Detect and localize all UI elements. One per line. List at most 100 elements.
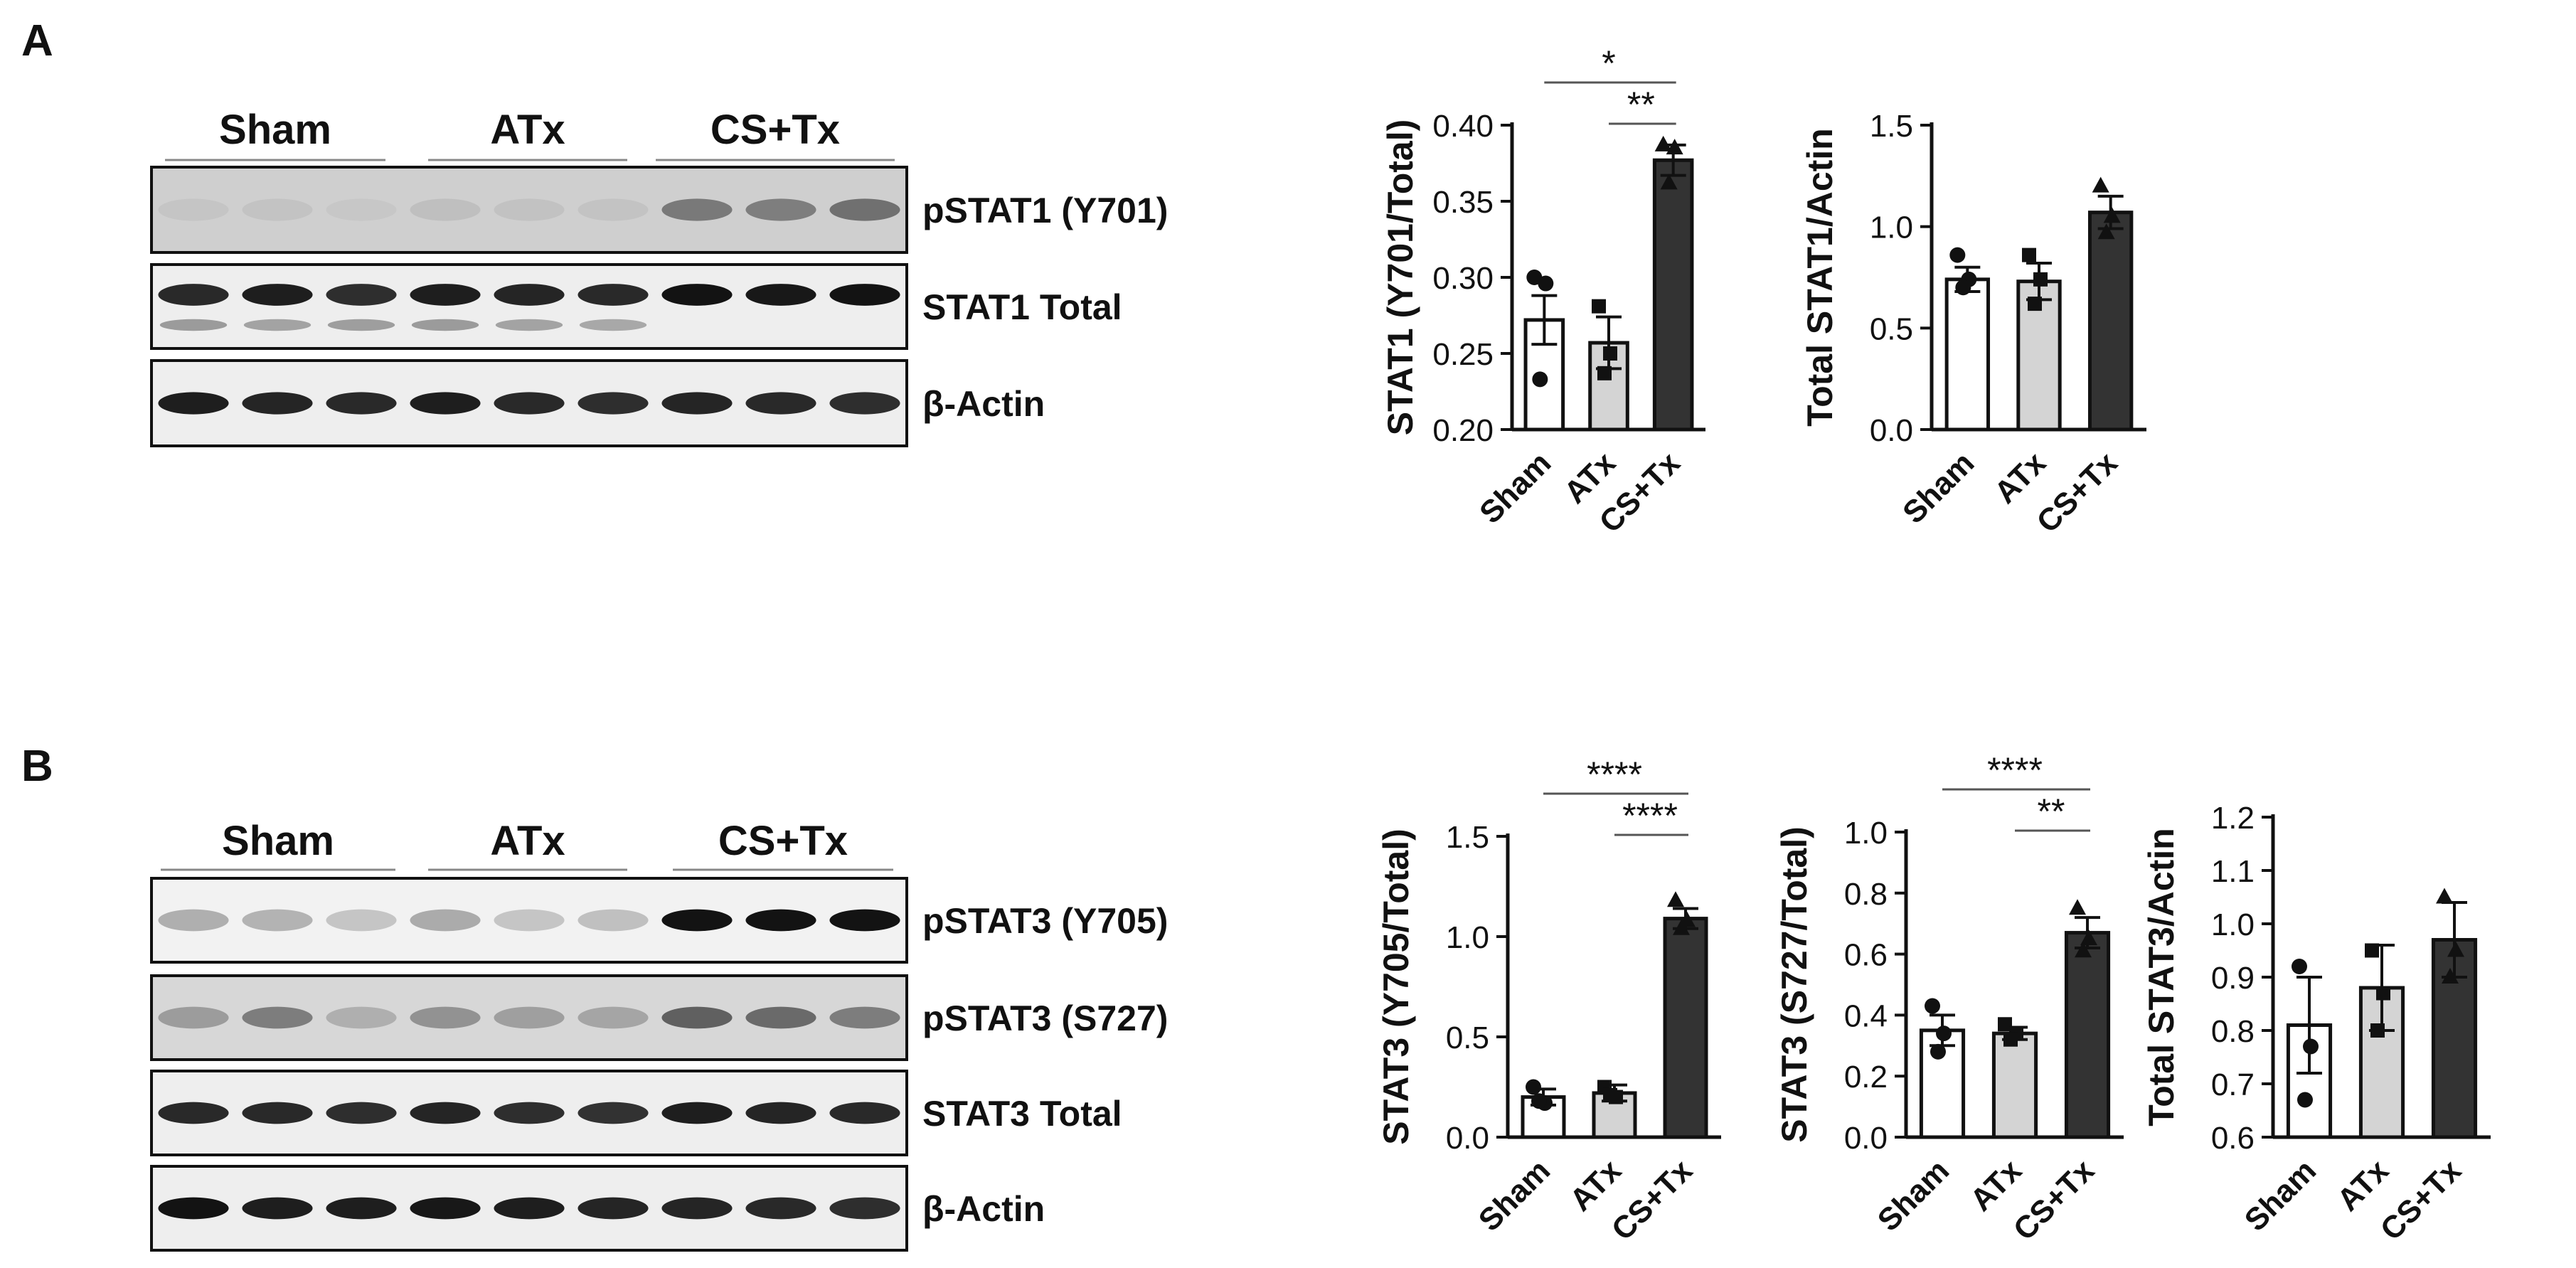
blot-band [661,1006,733,1029]
y-axis-label: STAT3 (S727/Total) [1774,826,1814,1143]
x-tick-label: CS+Tx [1605,1153,1700,1247]
y-tick-label: 0.25 [1432,337,1494,372]
blot-band-lower [579,319,647,331]
x-tick-label: ATx [1964,1153,2028,1218]
x-tick-label: Sham [1896,445,1981,530]
blot-band [661,909,733,932]
blot-band [661,1102,733,1124]
blot-band [410,1197,481,1220]
x-tick-label: ATx [1988,445,2053,510]
blot-group-label: CS+Tx [718,818,848,864]
data-point [2436,888,2453,904]
data-point [1949,247,1966,263]
blot-group-label: Sham [219,107,331,153]
data-point [1930,1043,1946,1060]
bar [1991,1031,2038,1139]
significance-label: ** [1627,85,1655,124]
blot-band-lower [327,319,395,331]
y-tick-label: 0.0 [1446,1121,1489,1156]
data-point [1526,1079,1541,1095]
blot-band [578,909,649,932]
blot-band [745,1102,816,1124]
blot-band [242,1006,313,1029]
data-point [2365,943,2379,958]
blot-band [158,1006,229,1029]
panel-letter-b: B [21,742,53,791]
blot-band [829,1006,900,1029]
blot-band [661,284,733,306]
blot-band [829,909,900,932]
blot-band [242,909,313,932]
data-point [1654,135,1672,151]
y-tick-label: 1.0 [1446,920,1489,955]
blot-band [745,392,816,415]
blot-band [326,1197,397,1220]
blot-band [745,909,816,932]
blot-row: STAT3 Total [150,1070,1122,1156]
y-tick-label: 1.2 [2211,801,2255,836]
blot-band [326,284,397,306]
blot-row-label: STAT3 Total [922,1094,1122,1134]
significance-label: **** [1987,750,2043,790]
blot-band-lower [411,319,479,331]
blot-band [158,198,229,221]
blot-row: β-Actin [150,1165,1045,1252]
bar [1652,158,1694,432]
data-point [1597,366,1612,380]
y-axis-label: STAT3 (Y705/Total) [1376,829,1416,1145]
data-point [1936,1025,1952,1042]
blot-band [326,909,397,932]
blot-band [661,392,733,415]
blot-band [578,1197,649,1220]
blot-row-label: pSTAT3 (Y705) [922,901,1168,941]
y-tick-label: 0.0 [1870,413,1913,448]
y-tick-label: 0.35 [1432,185,1494,220]
y-tick-label: 0.9 [2211,961,2255,996]
blot-band [410,909,481,932]
blot-row-label: STAT1 Total [922,287,1122,327]
blot-band [494,198,565,221]
blot-band [242,1102,313,1124]
data-point [2097,223,2115,240]
x-tick-label: Sham [1871,1153,1956,1237]
blot-band [410,1006,481,1029]
data-point [2092,176,2109,193]
y-tick-label: 1.0 [1870,211,1913,245]
y-tick-label: 0.8 [2211,1014,2255,1049]
x-tick-label: CS+Tx [2007,1153,2102,1247]
data-point [1660,174,1678,190]
significance-label: ** [2038,792,2065,831]
blot-band [410,1102,481,1124]
blot-band [242,392,313,415]
blot-band [158,1197,229,1220]
x-tick-label: CS+Tx [2030,445,2124,540]
data-point [2069,899,2086,915]
blot-band [242,198,313,221]
panel-letter-a: A [21,16,53,65]
y-tick-label: 0.8 [1844,877,1888,912]
blot-band [326,392,397,415]
blot-band [578,1102,649,1124]
blot-band [494,1197,565,1220]
bar [2064,931,2111,1139]
blot-row: pSTAT3 (Y705) [150,877,1168,964]
blot-band [326,1102,397,1124]
significance-label: **** [1622,796,1678,836]
y-axis-label: Total STAT1/Actin [1800,128,1840,426]
data-point [2303,1038,2319,1055]
y-tick-label: 0.4 [1844,998,1888,1033]
y-tick-label: 0.6 [1844,938,1888,973]
y-tick-label: 0.5 [1446,1021,1489,1055]
blot-band [745,1006,816,1029]
data-point [2022,247,2036,262]
data-point [2080,929,2097,946]
y-tick-label: 0.20 [1432,413,1494,448]
x-tick-label: CS+Tx [2374,1153,2469,1247]
blot-band [494,909,565,932]
blot-group-label: ATx [490,818,565,864]
data-point [1592,299,1606,314]
data-point [2442,968,2459,984]
